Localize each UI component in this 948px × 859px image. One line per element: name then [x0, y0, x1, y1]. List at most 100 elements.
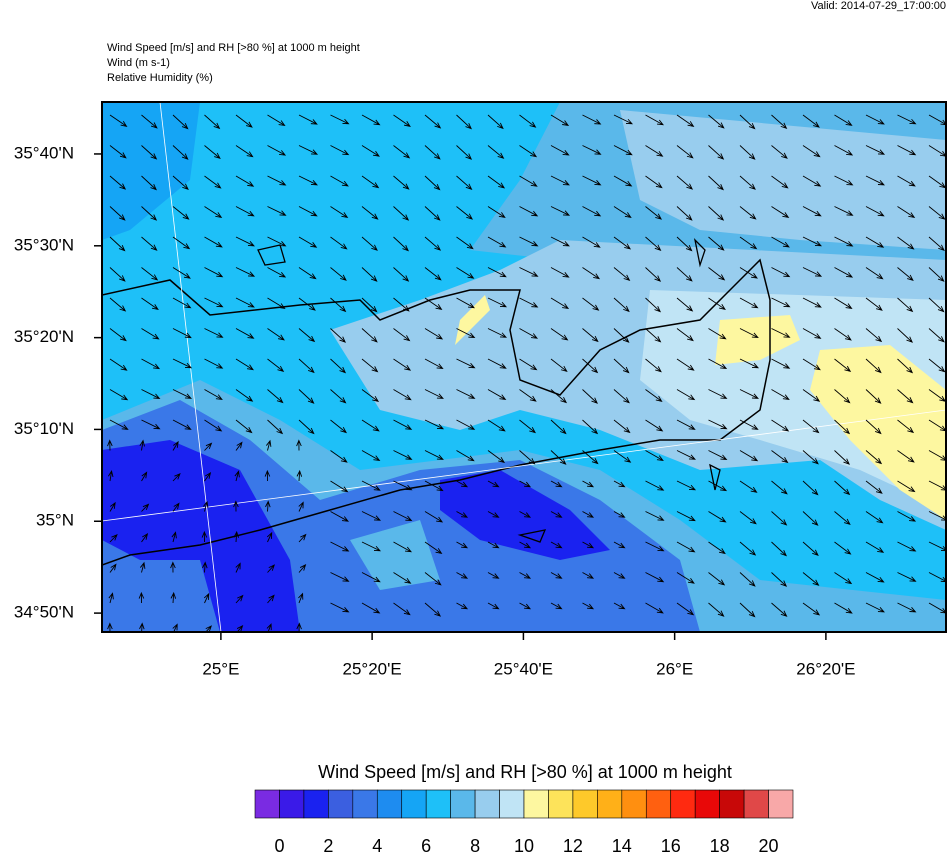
wind-arrow [172, 440, 179, 451]
colorbar-label: 4 [372, 836, 382, 854]
colorbar-swatch [768, 789, 794, 819]
colorbar-label: 2 [323, 836, 333, 854]
wind-arrow [708, 602, 725, 617]
wind-arrow [740, 634, 755, 647]
wind-arrow [708, 236, 725, 251]
wind-arrow [803, 634, 820, 645]
wind-arrow [234, 470, 240, 482]
wind-arrow [550, 175, 570, 186]
wind-arrow [739, 297, 759, 309]
wind-arrow [897, 419, 915, 434]
wind-arrow [393, 145, 411, 159]
wind-arrow [456, 297, 476, 309]
wind-arrow [519, 480, 532, 488]
wind-arrow [865, 297, 883, 311]
wind-arrow [204, 297, 224, 308]
wind-arrow [834, 114, 853, 126]
colorbar-label: 16 [661, 836, 681, 854]
wind-arrow [172, 175, 189, 190]
lat-label: 35°N [36, 511, 74, 530]
wind-arrow [361, 328, 378, 343]
colorbar-label: 14 [612, 836, 632, 854]
wind-arrow [109, 297, 127, 312]
wind-arrow [739, 602, 756, 618]
wind-arrow [456, 602, 469, 610]
wind-arrow [172, 236, 191, 250]
wind-arrow [267, 594, 275, 604]
wind-arrows [107, 114, 946, 647]
wind-arrow [204, 328, 224, 338]
wind-arrow [645, 511, 665, 521]
wind-arrow [865, 175, 885, 186]
wind-arrow [802, 389, 821, 402]
wind-arrow [267, 358, 285, 372]
wind-arrow [928, 206, 946, 220]
colorbar-label: 12 [563, 836, 583, 854]
colorbar-swatch [474, 789, 500, 819]
wind-arrow [487, 114, 504, 130]
wind-arrow [204, 419, 223, 432]
wind-arrow [676, 572, 695, 584]
wind-arrow [109, 267, 126, 282]
wind-arrow [393, 541, 412, 553]
wind-arrow [897, 572, 917, 582]
wind-arrow [393, 328, 411, 342]
colorbar-swatch [694, 789, 720, 819]
wind-arrow [204, 236, 223, 248]
wind-arrow [393, 114, 411, 127]
wind-arrow [487, 267, 507, 278]
wind-arrow [676, 358, 695, 371]
wind-arrow [109, 114, 128, 127]
wind-arrow [141, 297, 159, 311]
wind-arrow [172, 328, 192, 339]
wind-arrow [897, 602, 917, 613]
colorbar-swatch [499, 789, 525, 819]
wind-arrow [424, 267, 442, 281]
colorbar-swatch [401, 789, 427, 819]
wind-arrow [739, 358, 760, 369]
wind-arrow [108, 469, 114, 482]
wind-arrow [676, 511, 696, 522]
wind-arrow [267, 297, 286, 309]
wind-arrow [897, 206, 916, 219]
wind-arrow [613, 480, 626, 488]
wind-arrow [582, 572, 595, 579]
wind-arrow [676, 175, 694, 190]
wind-arrow [771, 114, 788, 130]
wind-arrow [739, 236, 758, 250]
wind-arrow [645, 480, 665, 491]
header-line: Wind Speed [m/s] and RH [>80 %] at 1000 … [107, 42, 360, 54]
wind-arrow [676, 389, 696, 401]
wind-arrow [487, 389, 507, 401]
wind-arrow [583, 634, 594, 640]
wind-arrow [802, 572, 820, 586]
wind-arrow [802, 206, 822, 217]
wind-arrow [330, 206, 349, 218]
wind-arrow [109, 563, 117, 573]
wind-arrow [424, 450, 444, 460]
colorbar-label: 20 [759, 836, 779, 854]
wind-arrow [235, 145, 254, 158]
wind-arrow [393, 206, 410, 221]
wind-arrow [613, 114, 634, 125]
wind-arrow [487, 450, 506, 464]
wind-arrow [109, 236, 126, 252]
wind-arrow [519, 145, 538, 158]
wind-arrow [582, 480, 595, 488]
wind-arrow [109, 328, 127, 342]
wind-arrow [613, 419, 631, 434]
wind-arrow [424, 145, 441, 160]
wind-arrow [645, 572, 665, 583]
wind-arrow [708, 450, 728, 460]
wind-arrow [298, 592, 304, 604]
wind-arrow [928, 114, 946, 126]
wind-arrow [834, 419, 851, 435]
wind-arrow [928, 358, 946, 373]
wind-arrow [802, 175, 822, 187]
wind-arrow [361, 572, 381, 583]
wind-arrow [487, 236, 507, 248]
wind-arrow [107, 439, 113, 451]
wind-arrow [330, 419, 348, 434]
wind-arrow [235, 594, 244, 604]
wind-arrow [361, 267, 378, 282]
